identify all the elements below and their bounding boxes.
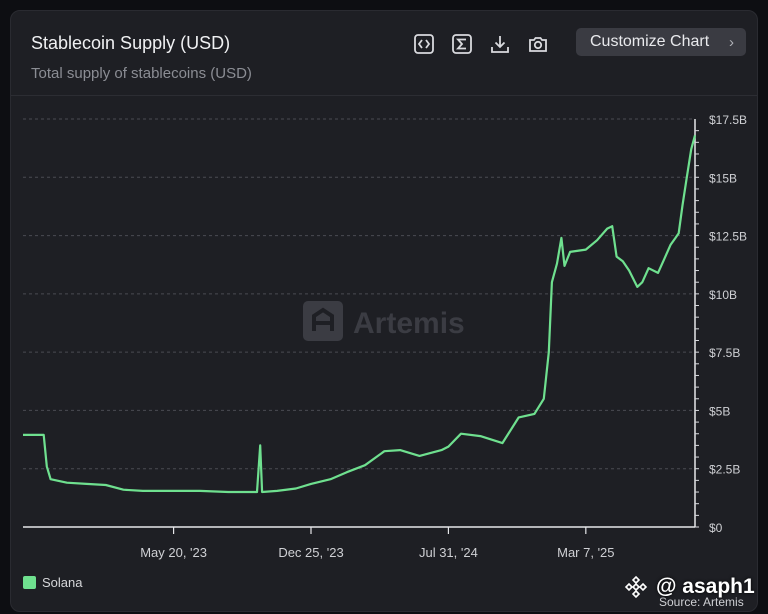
gridlines <box>23 118 695 470</box>
screenshot-button[interactable] <box>525 31 551 57</box>
legend[interactable]: Solana <box>23 575 82 590</box>
binance-logo-icon <box>624 575 648 599</box>
x-tick-label: May 20, '23 <box>140 545 207 560</box>
header-divider <box>11 95 757 96</box>
formula-button[interactable] <box>449 31 475 57</box>
artemis-watermark: Artemis <box>303 301 465 341</box>
x-axis-ticks: May 20, '23 Dec 25, '23 Jul 31, '24 Mar 7, … <box>140 527 615 560</box>
code-icon <box>414 34 434 54</box>
y-axis-ticks: $0 $2.5B $5B $7.5B $10B $12.5B $15B $17.5B <box>695 113 747 535</box>
camera-icon <box>529 37 547 52</box>
x-tick-label: Jul 31, '24 <box>419 545 478 560</box>
customize-chart-label: Customize Chart <box>590 33 710 50</box>
source-label: Source: Artemis <box>659 595 744 609</box>
overlay-handle-text: @ asaph1 <box>656 575 755 598</box>
y-tick-label: $5B <box>709 404 730 418</box>
y-tick-label: $0 <box>709 521 723 535</box>
chart-toolbar <box>411 31 551 57</box>
chart-title: Stablecoin Supply (USD) <box>31 33 231 53</box>
download-button[interactable] <box>487 31 513 57</box>
chart-subtitle: Total supply of stablecoins (USD) <box>31 65 252 82</box>
x-tick-label: Mar 7, '25 <box>557 545 614 560</box>
legend-swatch-solana <box>23 576 36 589</box>
line-chart: Artemis $0 $2.5B $5B $7.5B $10B $12.5B $15B $17… <box>23 113 747 560</box>
embed-code-button[interactable] <box>411 31 437 57</box>
axes <box>23 119 696 528</box>
y-tick-label: $10B <box>709 288 737 302</box>
sigma-icon <box>452 34 472 54</box>
overlay-handle: @ asaph1 <box>624 575 755 599</box>
watermark-text: Artemis <box>353 307 465 340</box>
customize-chart-button[interactable]: Customize Chart › <box>576 28 746 56</box>
y-tick-label: $7.5B <box>709 346 740 360</box>
series-line-solana <box>23 135 697 494</box>
chevron-right-icon: › <box>729 34 734 51</box>
legend-label-solana: Solana <box>42 575 83 590</box>
download-icon <box>491 36 509 53</box>
y-tick-label: $17.5B <box>709 113 747 127</box>
y-tick-label: $2.5B <box>709 463 740 477</box>
y-tick-label: $12.5B <box>709 230 747 244</box>
chart-card: Stablecoin Supply (USD) Total supply of … <box>10 10 758 612</box>
y-tick-label: $15B <box>709 171 737 185</box>
x-tick-label: Dec 25, '23 <box>278 545 343 560</box>
